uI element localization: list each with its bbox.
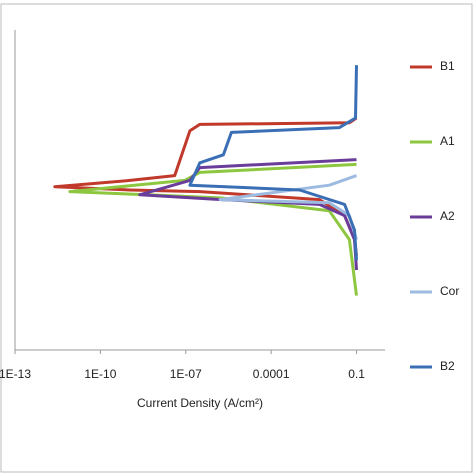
legend-label: B2 — [440, 359, 455, 373]
x-tick-label: 0.1 — [348, 367, 365, 381]
x-tick-label: 0.0001 — [253, 367, 290, 381]
legend-label: A1 — [440, 134, 455, 148]
x-tick-label: 1E-13 — [0, 367, 31, 381]
chart-frame — [0, 3, 473, 473]
legend-label: Cor — [440, 284, 459, 298]
legend-label: B1 — [440, 59, 455, 73]
legend-label: A2 — [440, 209, 455, 223]
x-tick-label: 1E-10 — [84, 367, 116, 381]
series-line — [218, 174, 358, 241]
x-axis-label: Current Density (A/cm²) — [137, 396, 263, 410]
x-tick-label: 1E-07 — [170, 367, 202, 381]
series-line — [68, 162, 358, 296]
series-line — [188, 65, 358, 261]
